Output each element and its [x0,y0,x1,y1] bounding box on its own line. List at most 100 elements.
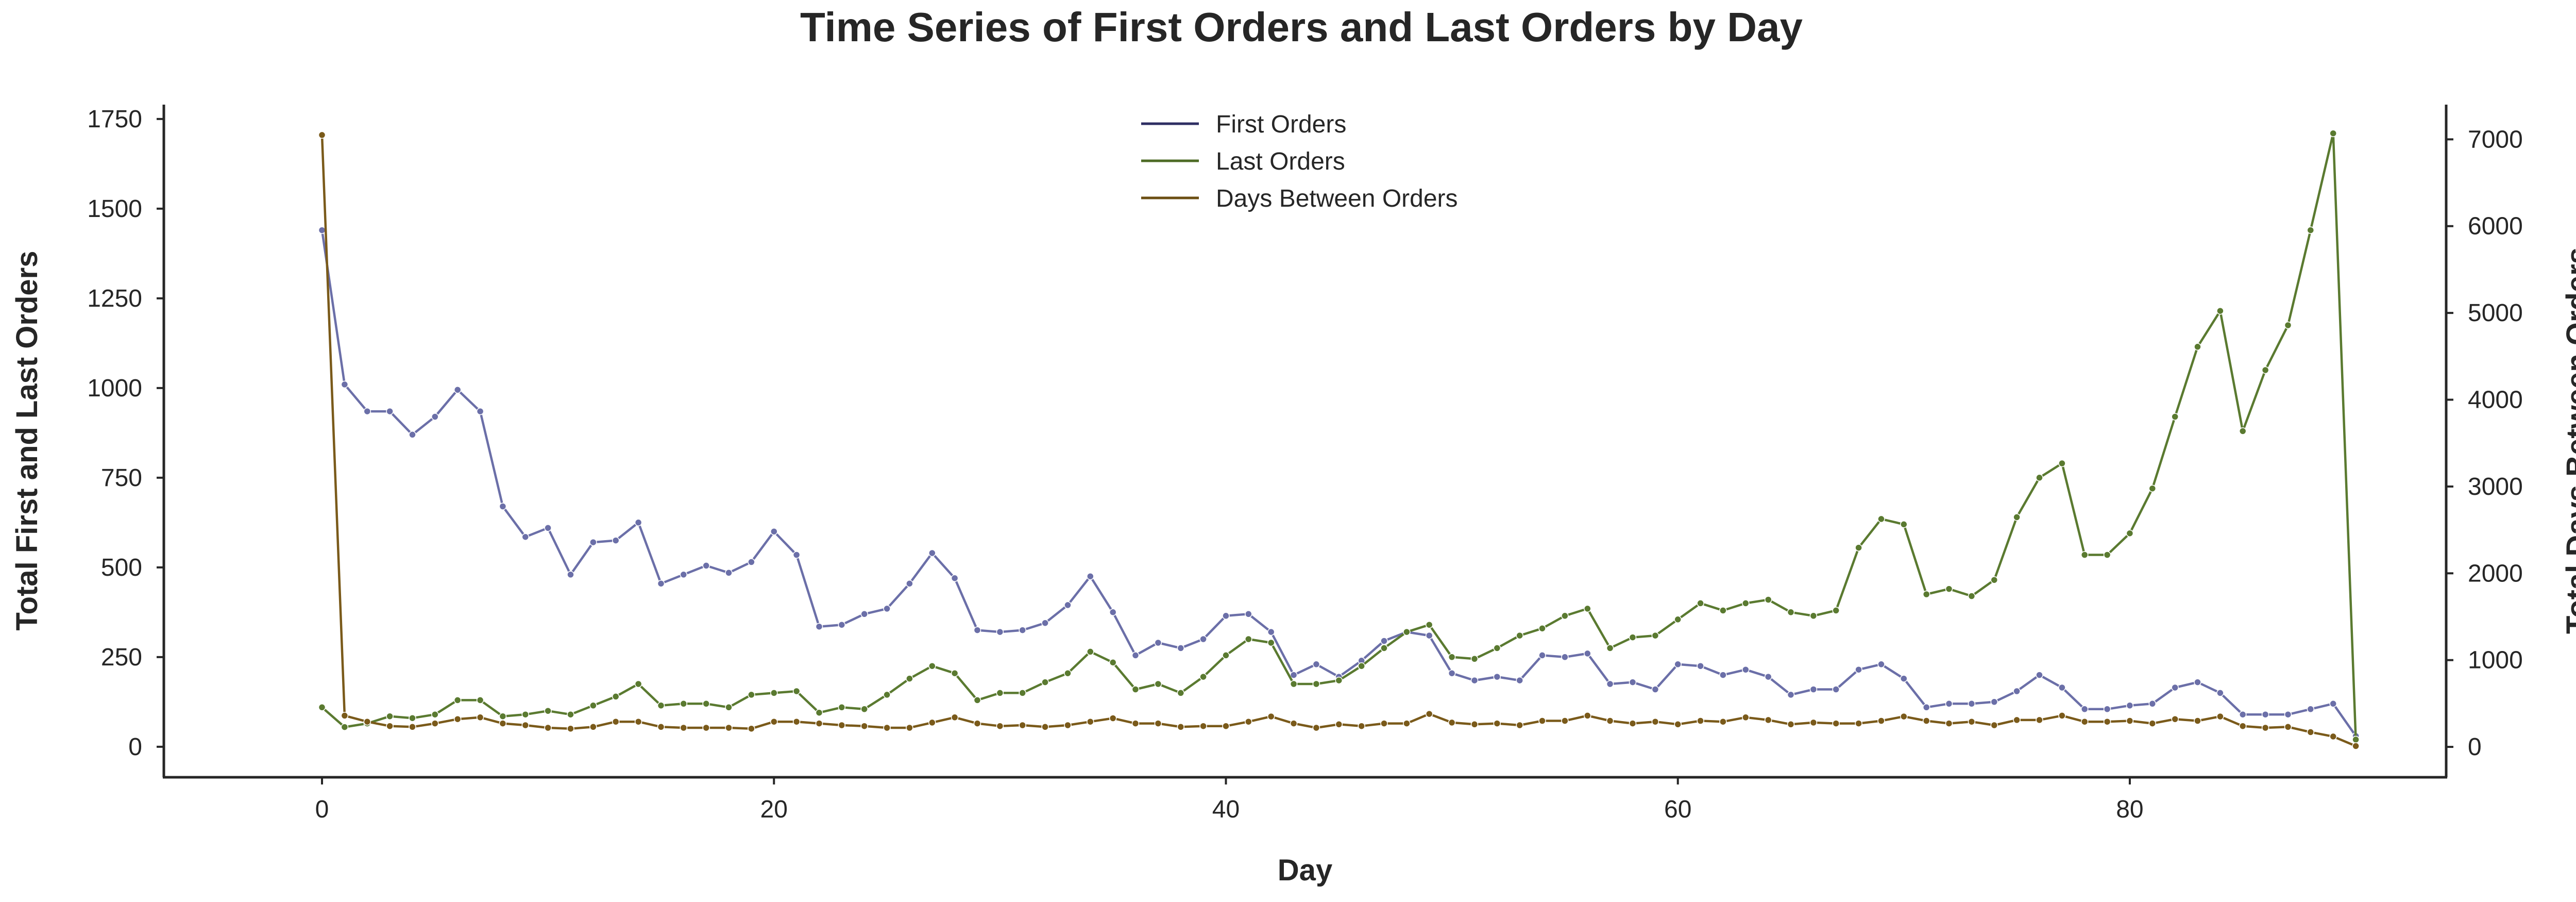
data-point-last-orders [1448,653,1456,661]
data-point-first-orders [702,562,710,570]
series-days-between-orders [318,131,2360,750]
data-point-last-orders [476,696,484,704]
data-point-first-orders [1380,637,1388,645]
data-point-first-orders [1697,662,1704,670]
data-point-last-orders [1380,644,1388,652]
data-point-first-orders [1538,652,1546,659]
x-tick-label: 60 [1664,796,1691,823]
data-point-last-orders [1877,515,1885,523]
data-point-first-orders [2013,687,2021,695]
data-point-days-between-orders [748,725,755,732]
data-point-last-orders [1606,644,1614,652]
data-point-days-between-orders [2352,742,2360,750]
data-point-days-between-orders [2058,712,2066,720]
data-point-last-orders [1403,628,1411,636]
data-point-days-between-orders [544,724,552,732]
data-point-days-between-orders [996,722,1004,730]
data-point-last-orders [2058,459,2066,467]
data-point-days-between-orders [1131,720,1140,727]
data-point-first-orders [1764,673,1772,681]
series-last-orders [318,129,2360,744]
data-point-last-orders [1131,686,1140,693]
data-point-last-orders [838,704,846,711]
data-point-days-between-orders [341,712,349,720]
data-point-last-orders [996,689,1004,697]
y-tick-label: 1500 [87,195,142,223]
data-point-days-between-orders [386,722,394,730]
data-point-first-orders [1651,686,1659,693]
data-point-days-between-orders [1177,723,1185,731]
data-point-days-between-orders [2103,717,2111,726]
data-point-last-orders [2036,474,2043,482]
data-point-days-between-orders [1312,724,1320,732]
data-point-days-between-orders [409,723,416,731]
data-point-days-between-orders [1900,712,1908,721]
y-right-tick-label: 4000 [2468,387,2523,414]
data-point-first-orders [1742,665,1750,674]
data-point-first-orders [815,623,823,630]
data-point-days-between-orders [951,713,959,722]
data-point-days-between-orders [1719,717,1727,726]
data-point-first-orders [1470,676,1479,684]
data-point-first-orders [1900,675,1908,682]
data-point-first-orders [544,524,552,532]
data-point-last-orders [2126,529,2134,537]
data-point-first-orders [1290,671,1298,679]
data-point-last-orders [1832,607,1840,614]
data-point-days-between-orders [2261,724,2269,732]
data-point-days-between-orders [318,131,326,139]
data-point-first-orders [2307,705,2315,713]
data-point-last-orders [1968,592,1976,600]
data-point-days-between-orders [1267,712,1275,721]
data-point-first-orders [792,551,801,559]
data-point-days-between-orders [770,717,778,726]
data-point-days-between-orders [1651,717,1659,726]
data-point-first-orders [1448,669,1456,677]
x-tick-label: 0 [315,796,329,823]
data-point-last-orders [1154,680,1162,688]
data-point-first-orders [2216,689,2224,697]
data-point-first-orders [476,407,484,415]
data-point-days-between-orders [725,724,733,732]
data-point-first-orders [928,549,936,557]
data-point-days-between-orders [1629,720,1637,727]
data-point-last-orders [906,675,913,682]
data-point-first-orders [1674,660,1682,669]
data-point-last-orders [409,714,416,722]
data-point-days-between-orders [2329,732,2337,741]
data-point-days-between-orders [1425,710,1433,718]
data-point-last-orders [1470,655,1479,663]
data-point-first-orders [1109,608,1117,616]
data-point-first-orders [1922,704,1930,711]
data-point-last-orders [1177,689,1185,697]
data-point-days-between-orders [1041,723,1049,731]
data-point-days-between-orders [1493,720,1501,727]
data-point-last-orders [1561,612,1569,620]
data-point-first-orders [996,628,1004,636]
data-point-last-orders [1222,652,1230,659]
data-point-last-orders [1516,631,1523,640]
data-point-last-orders [860,705,868,713]
series-line-last-orders [321,132,2357,740]
data-point-days-between-orders [2013,716,2021,724]
data-point-days-between-orders [928,719,936,727]
data-point-last-orders [1990,576,1998,584]
data-point-days-between-orders [1832,720,1840,727]
data-point-days-between-orders [521,721,530,729]
data-point-days-between-orders [1855,720,1862,727]
data-point-days-between-orders [1697,717,1704,725]
data-point-days-between-orders [1516,721,1523,729]
x-tick-label: 80 [2116,796,2143,823]
data-point-first-orders [1312,660,1320,669]
data-point-days-between-orders [1087,717,1094,726]
data-point-last-orders [1629,633,1637,641]
data-point-first-orders [1087,572,1094,580]
data-point-first-orders [1561,653,1569,661]
data-point-days-between-orders [453,715,462,723]
data-point-last-orders [1290,680,1298,688]
data-point-last-orders [453,696,462,704]
data-point-first-orders [1177,644,1185,652]
data-point-last-orders [2103,551,2111,559]
data-point-last-orders [1425,621,1433,629]
